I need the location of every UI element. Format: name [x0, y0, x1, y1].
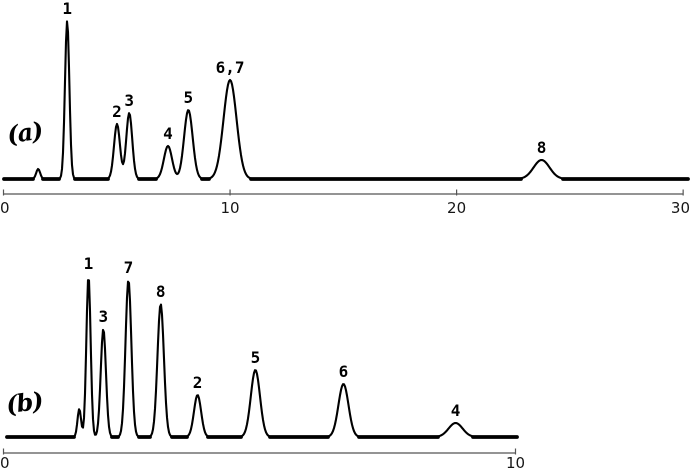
peak-label-3: 3 [99, 307, 109, 326]
panel-a-plot: 0 10 20 30 1 23 45 6,7 8 [0, 0, 690, 217]
peak-label-1: 1 [84, 254, 94, 273]
x-axis-tick-label: 30 [671, 199, 690, 217]
chromatogram-panel-b: 0 10 1 3 7 8 2 5 6 4 (b) [0, 240, 691, 472]
peak-label-4: 4 [451, 401, 461, 420]
peak-label-2: 2 [193, 373, 203, 392]
x-axis-tick-label: 0 [0, 199, 10, 217]
panel-b-plot: 0 10 1 3 7 8 2 5 6 4 [0, 254, 525, 472]
peak-label-1: 1 [62, 0, 72, 18]
peak-label-5: 5 [251, 348, 261, 367]
trace-line [5, 279, 519, 439]
x-axis-tick-label: 10 [221, 199, 240, 217]
trace-line [2, 20, 690, 181]
peak-label-3: 3 [124, 91, 134, 110]
chromatogram-panel-a: 0 10 20 30 1 2 3 4 5 6,7 8 (a) [0, 0, 691, 220]
peak-label-7: 7 [124, 258, 134, 277]
peak-label-6: 6 [339, 362, 349, 381]
panel-a-label: (a) [5, 115, 45, 150]
x-axis-tick-label: 20 [447, 199, 466, 217]
peak-label-6,7: 6,7 [216, 58, 245, 77]
x-axis-tick-label: 10 [506, 454, 525, 472]
panel-b-label: (b) [4, 385, 45, 420]
peak-label-8: 8 [537, 138, 547, 157]
peak-label-2: 2 [112, 102, 122, 121]
x-axis-tick-label: 0 [0, 454, 10, 472]
peak-label-8: 8 [156, 282, 166, 301]
peak-label-5: 5 [184, 88, 194, 107]
peak-label-4: 4 [163, 124, 173, 143]
